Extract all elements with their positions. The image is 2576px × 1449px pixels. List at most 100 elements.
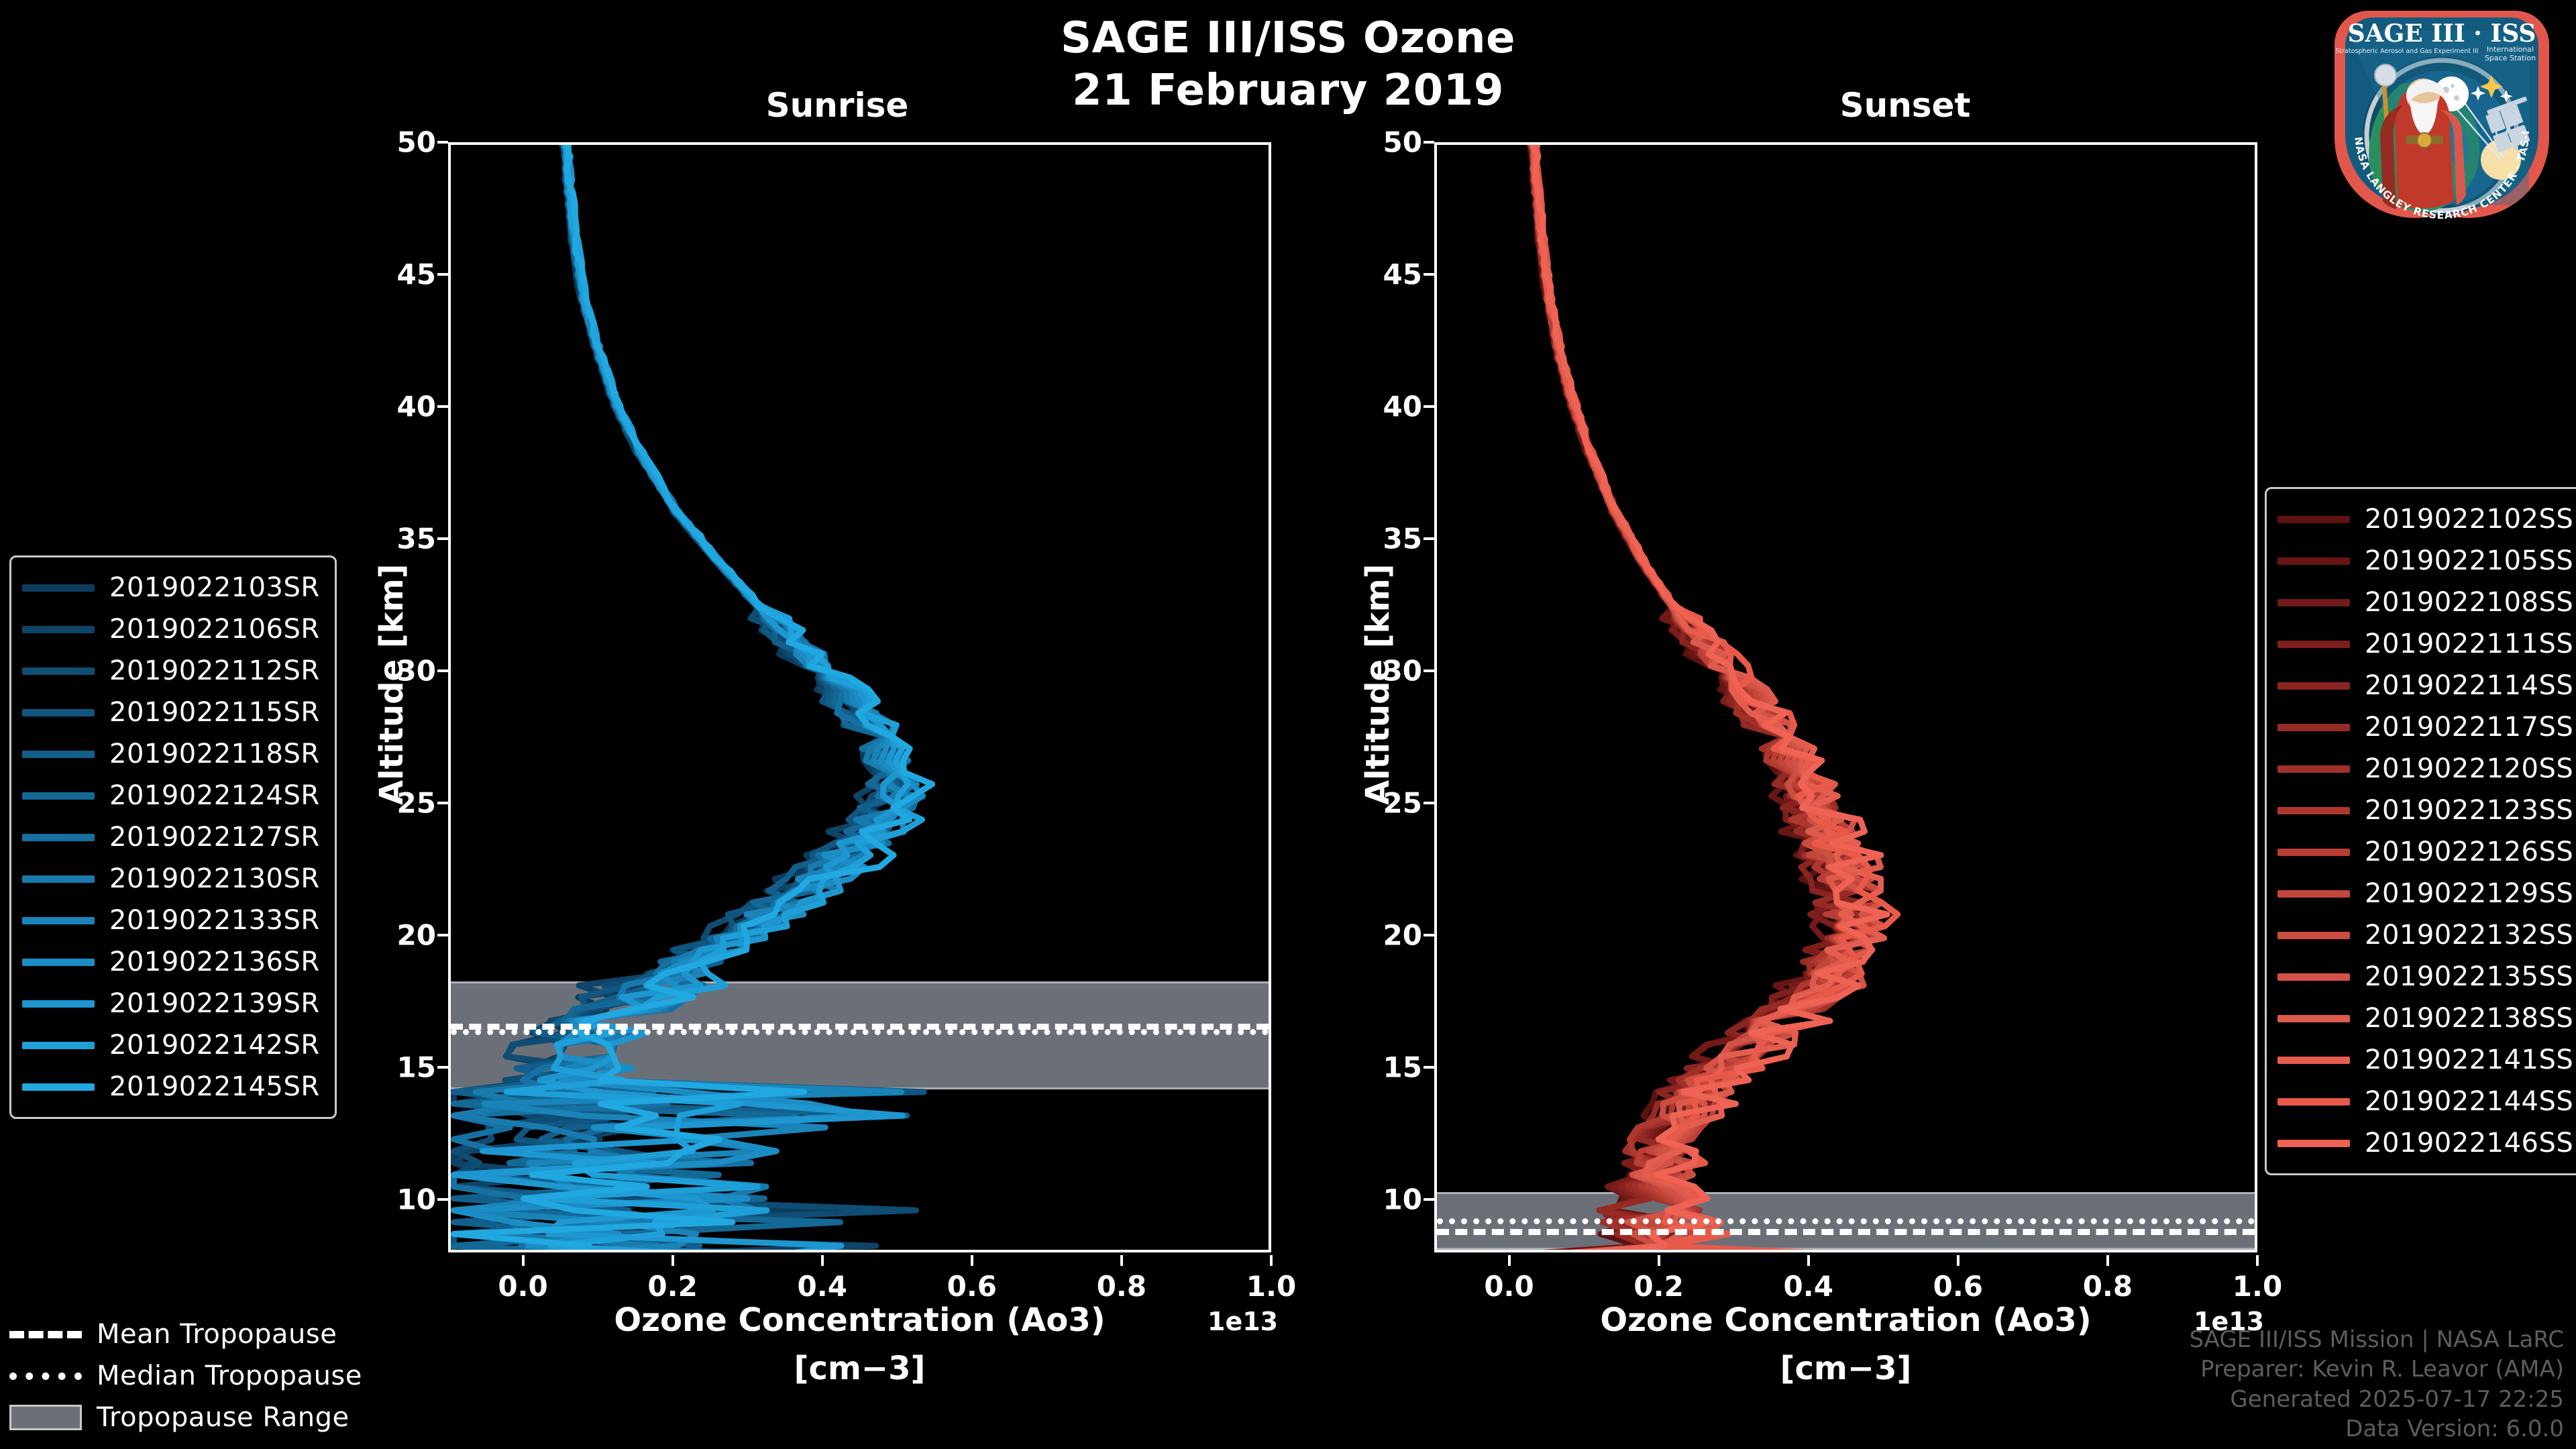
legend-row-sunrise-event[interactable]: 2019022124SR <box>22 775 320 816</box>
legend-color-swatch-icon <box>2277 890 2350 898</box>
sunrise-mean-tropopause-line <box>451 1023 1269 1030</box>
sunset-ytick-mark <box>1424 273 1434 276</box>
credits-data-version: Data Version: 6.0.0 <box>2345 1415 2564 1442</box>
tropopause-legend[interactable]: Mean Tropopause Median Tropopause Tropop… <box>9 1313 362 1438</box>
legend-row-sunset-event[interactable]: 2019022123SS <box>2277 790 2573 831</box>
legend-color-swatch-icon <box>22 584 95 592</box>
legend-label-sunset-event: 2019022117SS <box>2365 712 2574 743</box>
legend-color-swatch-icon <box>2277 1014 2350 1022</box>
legend-row-sunset-event[interactable]: 2019022132SS <box>2277 914 2573 956</box>
sunset-xaxis-label: Ozone Concentration (Ao3) <box>1600 1301 2092 1339</box>
legend-label-sunset-event: 2019022132SS <box>2365 920 2574 951</box>
legend-row-tropopause-range: Tropopause Range <box>9 1397 362 1438</box>
legend-row-sunset-event[interactable]: 2019022120SS <box>2277 748 2573 790</box>
sunrise-median-tropopause-line <box>451 1028 1269 1035</box>
legend-row-sunrise-event[interactable]: 2019022103SR <box>22 567 320 608</box>
sunset-series-legend[interactable]: 2019022102SS 2019022105SS 2019022108SS 2019… <box>2265 487 2576 1175</box>
legend-row-sunrise-event[interactable]: 2019022130SR <box>22 858 320 900</box>
legend-color-swatch-icon <box>22 1083 95 1091</box>
sunset-ytick-label: 30 <box>1383 654 1422 688</box>
legend-row-sunrise-event[interactable]: 2019022112SR <box>22 650 320 692</box>
sunset-xtick-label: 0.8 <box>2082 1270 2133 1303</box>
sunrise-xtick-mark <box>820 1255 824 1266</box>
legend-row-sunset-event[interactable]: 2019022144SS <box>2277 1081 2573 1122</box>
legend-label-sunrise-event: 2019022142SR <box>109 1030 320 1061</box>
sunrise-ytick-label: 15 <box>396 1051 436 1084</box>
sunrise-ytick-mark <box>437 934 448 937</box>
sunrise-ytick-mark <box>437 141 448 144</box>
legend-row-sunrise-event[interactable]: 2019022133SR <box>22 900 320 941</box>
sunset-xtick-mark <box>2106 1255 2109 1266</box>
sunrise-series-legend[interactable]: 2019022103SR 2019022106SR 2019022112SR 2019… <box>9 555 337 1119</box>
legend-label-sunset-event: 2019022129SS <box>2365 878 2574 909</box>
sunrise-ytick-label: 10 <box>396 1183 436 1216</box>
legend-label-sunset-event: 2019022105SS <box>2365 545 2574 576</box>
sunrise-ytick-mark <box>437 273 448 276</box>
legend-label-sunrise-event: 2019022112SR <box>109 655 320 686</box>
sunrise-plot-area <box>448 142 1271 1252</box>
legend-row-sunset-event[interactable]: 2019022105SS <box>2277 540 2573 582</box>
patch-title: SAGE III · ISS <box>2348 19 2536 48</box>
page-title: SAGE III/ISS Ozone 21 February 2019 <box>0 12 2576 117</box>
legend-color-swatch-icon <box>2277 1097 2350 1106</box>
legend-row-sunrise-event[interactable]: 2019022118SR <box>22 733 320 775</box>
legend-row-sunrise-event[interactable]: 2019022136SR <box>22 941 320 983</box>
sunrise-ytick-label: 50 <box>396 125 436 159</box>
sunrise-panel-subtitle: Sunrise <box>765 86 909 125</box>
sunset-ytick-mark <box>1424 1066 1434 1069</box>
legend-row-sunset-event[interactable]: 2019022114SS <box>2277 665 2573 706</box>
sunrise-ytick-mark <box>437 405 448 409</box>
legend-row-sunset-event[interactable]: 2019022141SS <box>2277 1039 2573 1081</box>
sunset-ytick-mark <box>1424 1198 1434 1201</box>
patch-subtitle-right-1: International <box>2487 45 2534 54</box>
range-swatch-icon <box>9 1405 82 1430</box>
sunset-xtick-mark <box>1507 1255 1511 1266</box>
legend-label-sunrise-event: 2019022130SR <box>109 863 320 894</box>
legend-row-sunset-event[interactable]: 2019022111SS <box>2277 623 2573 665</box>
credits-generated: Generated 2025-07-17 22:25 <box>2230 1385 2564 1413</box>
legend-label-mean-tropopause: Mean Tropopause <box>97 1319 337 1350</box>
sunset-xtick-label: 0.0 <box>1484 1270 1534 1303</box>
sunrise-ytick-mark <box>437 669 448 673</box>
legend-row-sunset-event[interactable]: 2019022126SS <box>2277 831 2573 873</box>
sunset-xtick-mark <box>1807 1255 1810 1266</box>
legend-color-swatch-icon <box>22 1000 95 1008</box>
sunrise-ytick-label: 30 <box>396 654 436 688</box>
sunrise-ozone-curves <box>451 145 936 1250</box>
legend-row-sunset-event[interactable]: 2019022102SS <box>2277 498 2573 540</box>
sunset-ytick-label: 10 <box>1383 1183 1422 1216</box>
legend-row-sunset-event[interactable]: 2019022108SS <box>2277 582 2573 623</box>
legend-color-swatch-icon <box>2277 973 2350 981</box>
legend-color-swatch-icon <box>2277 557 2350 565</box>
patch-subtitle-right-2: Space Station <box>2485 54 2536 62</box>
legend-color-swatch-icon <box>22 667 95 675</box>
legend-row-sunset-event[interactable]: 2019022146SS <box>2277 1122 2573 1164</box>
legend-row-sunset-event[interactable]: 2019022135SS <box>2277 956 2573 998</box>
legend-row-sunset-event[interactable]: 2019022129SS <box>2277 873 2573 914</box>
legend-row-sunrise-event[interactable]: 2019022142SR <box>22 1024 320 1066</box>
legend-label-sunrise-event: 2019022115SR <box>109 697 320 728</box>
sunset-xtick-label: 0.4 <box>1783 1270 1833 1303</box>
legend-row-sunrise-event[interactable]: 2019022115SR <box>22 692 320 733</box>
sunset-ytick-label: 40 <box>1383 390 1422 423</box>
legend-row-sunrise-event[interactable]: 2019022127SR <box>22 816 320 858</box>
sunrise-ytick-mark <box>437 537 448 541</box>
legend-row-sunset-event[interactable]: 2019022138SS <box>2277 998 2573 1039</box>
sunset-ytick-mark <box>1424 537 1434 541</box>
legend-label-sunrise-event: 2019022103SR <box>109 572 320 603</box>
sunset-xaxis-units: [cm−3] <box>1780 1350 1912 1387</box>
sunrise-ytick-label: 40 <box>396 390 436 423</box>
sunrise-xtick-label: 0.8 <box>1096 1270 1147 1303</box>
legend-row-sunrise-event[interactable]: 2019022139SR <box>22 983 320 1024</box>
legend-row-sunrise-event[interactable]: 2019022106SR <box>22 608 320 650</box>
sunset-median-tropopause-line <box>1437 1218 2255 1224</box>
legend-label-sunrise-event: 2019022136SR <box>109 947 320 977</box>
legend-label-sunset-event: 2019022141SS <box>2365 1044 2574 1075</box>
legend-color-swatch-icon <box>22 875 95 883</box>
legend-row-sunset-event[interactable]: 2019022117SS <box>2277 706 2573 748</box>
legend-label-sunset-event: 2019022108SS <box>2365 587 2574 618</box>
sunrise-yaxis-label: Altitude [km] <box>373 564 411 805</box>
sunset-ytick-mark <box>1424 669 1434 673</box>
legend-row-sunrise-event[interactable]: 2019022145SR <box>22 1066 320 1108</box>
